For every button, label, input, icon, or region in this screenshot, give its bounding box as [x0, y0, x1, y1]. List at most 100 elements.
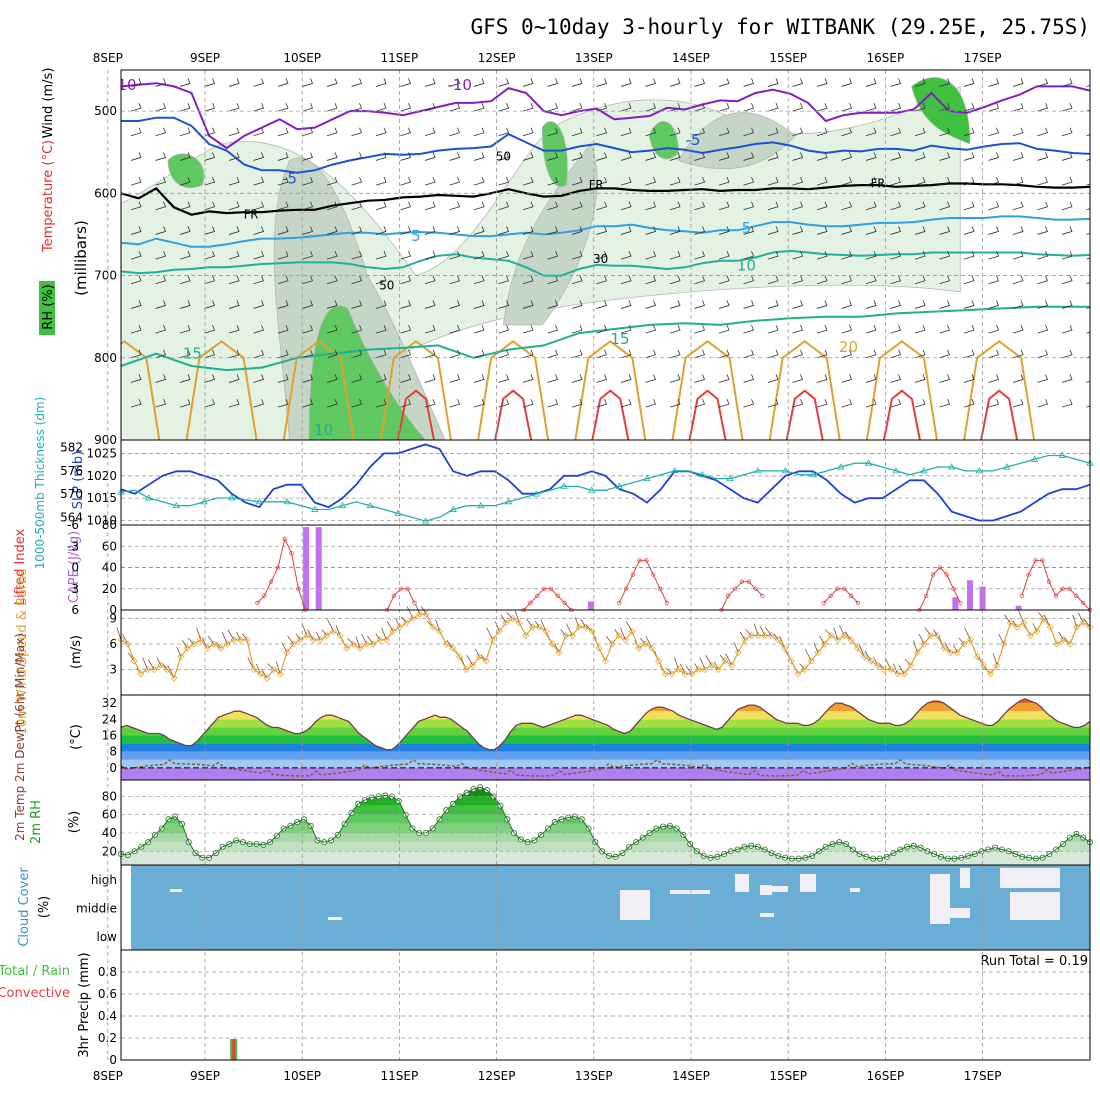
isotherm-20-lobe — [671, 340, 744, 440]
wind-label: Wind (m/s) — [41, 68, 56, 139]
p1-labels: RH (%) Temperature (°C) Wind (m/s) (mill… — [39, 68, 90, 335]
thickness-marker — [311, 505, 319, 512]
wind-barb — [228, 300, 240, 309]
wind-barb — [620, 398, 632, 408]
wind10m-barb — [187, 637, 195, 645]
wind-barb — [865, 250, 877, 260]
wind10m-barb — [864, 650, 872, 662]
wind-barb — [522, 102, 534, 112]
wind-barb — [841, 275, 853, 285]
wind-barb — [130, 152, 142, 161]
wind-marker — [489, 636, 497, 644]
wind-barb — [963, 78, 975, 87]
li-marker — [828, 593, 833, 598]
cape-tick-label: 80 — [102, 518, 117, 532]
li-marker — [760, 593, 765, 598]
cape-tick-label: 40 — [102, 561, 117, 575]
wind-barb — [988, 324, 1000, 334]
wind-barb — [988, 176, 1000, 186]
wind-barb — [449, 226, 461, 235]
li-marker — [733, 586, 738, 591]
wind-barb — [204, 226, 216, 235]
wind-barb — [620, 78, 632, 87]
thickness-marker — [1003, 463, 1011, 470]
date-label-top: 11SEP — [381, 51, 419, 65]
wind-barb — [155, 152, 167, 161]
isotherm-25-lobe — [494, 389, 533, 440]
wind-barb — [620, 349, 632, 359]
wind-barb — [302, 324, 314, 334]
wind-barb — [522, 300, 534, 309]
wind-barb — [547, 226, 559, 235]
wind10m-barb — [207, 635, 215, 645]
wind-barb — [351, 349, 363, 359]
wind-barb — [326, 176, 338, 186]
wind-barb — [1061, 374, 1073, 383]
wind-marker — [860, 653, 868, 661]
thickness-marker — [255, 498, 264, 505]
wind10m-barb — [327, 619, 334, 632]
wind-barb — [253, 349, 265, 359]
wind-barb — [718, 349, 730, 359]
isotherm-25-lobe — [591, 389, 630, 440]
wind-barb — [1012, 152, 1024, 161]
wind-barb — [253, 127, 265, 137]
wind-barb — [890, 102, 902, 112]
wind-barb — [155, 127, 167, 137]
wind-marker — [615, 632, 623, 639]
wind-barb — [1037, 275, 1049, 285]
wind-barb — [571, 250, 583, 260]
wind-barb — [326, 275, 338, 285]
li-marker — [616, 600, 622, 606]
isotherm-20-lobe — [477, 340, 550, 440]
wind-barb — [596, 349, 608, 359]
cloud-tick-label: middle — [76, 902, 117, 916]
cape-bar — [315, 527, 322, 610]
wind-barb — [302, 152, 314, 161]
li-marker — [951, 586, 956, 591]
isotherm-20-lobe — [768, 340, 841, 440]
li-marker — [930, 572, 936, 577]
wind-barb — [204, 201, 216, 211]
date-label-bottom: 16SEP — [867, 1069, 905, 1083]
wind-barb — [571, 127, 583, 137]
wind-barb — [718, 201, 730, 211]
wind-barb — [620, 226, 632, 235]
wind-barb — [865, 127, 877, 137]
contour-label: 15 — [610, 330, 629, 348]
wind10m-barb — [281, 642, 288, 653]
wind-barb — [939, 127, 951, 137]
isotherm-20-lobe — [865, 340, 938, 440]
wind-marker — [236, 636, 244, 644]
wind-barb — [155, 250, 167, 260]
wind-barb — [694, 152, 706, 161]
wind-barb — [988, 250, 1000, 260]
wind10m-barb — [739, 631, 746, 640]
thickness-marker — [338, 501, 347, 509]
wind-barb — [351, 324, 363, 334]
wind-barb — [400, 398, 412, 408]
temp-band — [121, 719, 1090, 728]
wind-barb — [939, 226, 951, 235]
wind-marker — [708, 661, 716, 669]
wind-barb — [669, 152, 681, 161]
wind-barb — [424, 176, 436, 186]
wind10m-barb — [884, 657, 892, 670]
slp-tick-label: 1025 — [86, 446, 117, 460]
p7-labels: Cloud Cover (%) — [17, 867, 52, 947]
wind-barb — [449, 102, 461, 112]
date-label-top: 15SEP — [769, 51, 807, 65]
li-marker — [753, 586, 758, 591]
wind-barb — [228, 324, 240, 334]
wind-barb — [890, 398, 902, 408]
thickness-marker — [864, 459, 873, 466]
wind-barb — [547, 250, 559, 260]
date-label-top: 17SEP — [964, 51, 1002, 65]
wind-barb — [326, 78, 338, 87]
wind-barb — [963, 275, 975, 285]
wind-barb — [743, 275, 755, 285]
wind-marker — [575, 623, 583, 631]
wind-barb — [1037, 201, 1049, 211]
wind-marker — [827, 632, 835, 639]
wind-barb — [596, 374, 608, 383]
